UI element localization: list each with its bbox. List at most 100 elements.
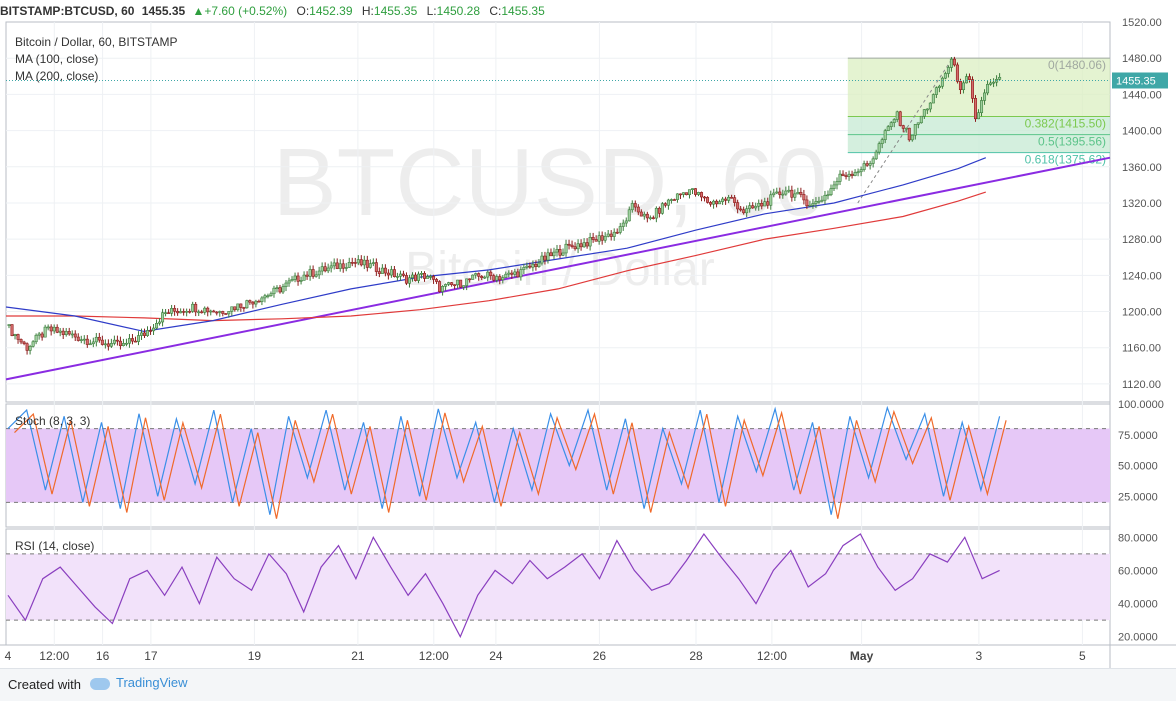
candle-body: [793, 193, 797, 198]
candle-body: [823, 194, 827, 201]
candle-body: [603, 235, 607, 241]
candle-body: [368, 263, 372, 268]
candle-body: [805, 199, 809, 207]
candle-body: [185, 310, 189, 313]
x-tick-label: 24: [489, 649, 503, 663]
candle-body: [293, 275, 297, 280]
candle-body: [254, 300, 258, 305]
fib-zone-0-382: [847, 58, 1110, 117]
candle-body: [814, 201, 818, 204]
candle-body: [880, 139, 884, 144]
candle-body: [272, 287, 276, 295]
candle-body: [468, 278, 472, 281]
candle-body: [946, 67, 950, 74]
candle-body: [155, 323, 159, 329]
y-tick-label: 1240.00: [1122, 270, 1162, 282]
candle-body: [194, 303, 198, 313]
candle-body: [115, 339, 119, 342]
candle-body: [889, 122, 893, 128]
candle-body: [420, 273, 424, 275]
candle-body: [718, 201, 722, 205]
legend: Bitcoin / Dollar, 60, BITSTAMP MA (100, …: [15, 35, 178, 553]
candle-body: [79, 339, 83, 342]
candle-body: [715, 200, 719, 205]
header-change: ▲+7.60 (+0.52%): [192, 4, 288, 18]
candle-body: [314, 274, 318, 277]
y-tick-label: 1280.00: [1122, 234, 1162, 246]
y-tick-label: 1200.00: [1122, 307, 1162, 319]
candle-body: [371, 262, 375, 264]
candle-body: [576, 243, 580, 250]
footer-brand-link[interactable]: TradingView: [90, 675, 188, 690]
candle-body: [648, 217, 652, 219]
candle-body: [410, 274, 414, 279]
candle-body: [290, 279, 294, 282]
candle-body: [859, 169, 863, 173]
candle-body: [341, 263, 345, 269]
candle-body: [308, 269, 312, 277]
candle-body: [739, 208, 743, 211]
candle-body: [922, 109, 926, 117]
candle-body: [546, 252, 550, 261]
fib-level-label: 0(1480.06): [1048, 58, 1106, 72]
candle-body: [967, 76, 971, 80]
header-symbol[interactable]: BITSTAMP:BTCUSD, 60: [0, 4, 135, 18]
candle-body: [919, 115, 923, 124]
candle-body: [531, 263, 535, 268]
fib-swing-line: [857, 59, 952, 204]
fib-level-label: 0.618(1375.62): [1025, 153, 1106, 167]
candle-body: [209, 310, 213, 313]
candle-body: [769, 194, 773, 206]
candle-body: [197, 311, 201, 314]
candle-body: [248, 300, 252, 303]
candle-body: [37, 333, 41, 336]
candle-body: [642, 213, 646, 217]
fibonacci-retracement[interactable]: 0(1480.06) 0.382(1415.50) 0.5(1395.56) 0.61…: [847, 57, 1110, 167]
candle-body: [697, 192, 701, 195]
chart-svg[interactable]: BTCUSD, 60 Bitcoin / Dollar 0(1480.06) 0.…: [0, 0, 1176, 668]
candle-body: [317, 270, 321, 276]
candle-body: [413, 274, 417, 281]
candle-body: [949, 58, 953, 68]
candle-body: [109, 343, 113, 347]
osc-series-line: [7, 532, 1000, 639]
candle-body: [998, 76, 1002, 80]
candle-body: [961, 82, 965, 90]
candle-body: [13, 334, 17, 336]
candle-body: [471, 274, 475, 280]
candle-body: [609, 233, 613, 237]
candle-body: [179, 311, 183, 314]
candle-body: [624, 220, 628, 224]
candle-body: [501, 277, 505, 281]
header-low-label: L:: [426, 4, 437, 18]
candle-body: [173, 308, 177, 312]
candle-body: [103, 343, 107, 346]
candle-body: [444, 284, 448, 287]
candle-body: [498, 276, 502, 281]
candle-body: [745, 208, 749, 214]
candle-body: [257, 300, 261, 303]
candle-body: [401, 273, 405, 276]
x-tick-label: 19: [248, 649, 262, 663]
candle-body: [332, 262, 336, 267]
candle-body: [480, 276, 484, 279]
candle-body: [64, 331, 68, 335]
candle-body: [850, 173, 854, 176]
watermark: BTCUSD, 60 Bitcoin / Dollar: [273, 129, 828, 296]
candle-body: [182, 311, 186, 313]
candle-body: [847, 173, 851, 177]
candle-body: [429, 276, 433, 278]
candle-body: [335, 262, 339, 269]
candle-body: [242, 307, 246, 309]
candle-body: [441, 286, 445, 292]
candle-body: [808, 204, 812, 207]
candle-body: [61, 330, 65, 335]
candle-body: [832, 184, 836, 189]
candle-body: [736, 202, 740, 210]
candle-body: [374, 262, 378, 272]
candle-body: [395, 276, 399, 278]
candle-body: [730, 197, 734, 199]
candle-body: [227, 311, 231, 315]
candle-body: [221, 311, 225, 314]
header-bar: BITSTAMP:BTCUSD, 60 1455.35 ▲+7.60 (+0.5…: [0, 0, 1110, 22]
